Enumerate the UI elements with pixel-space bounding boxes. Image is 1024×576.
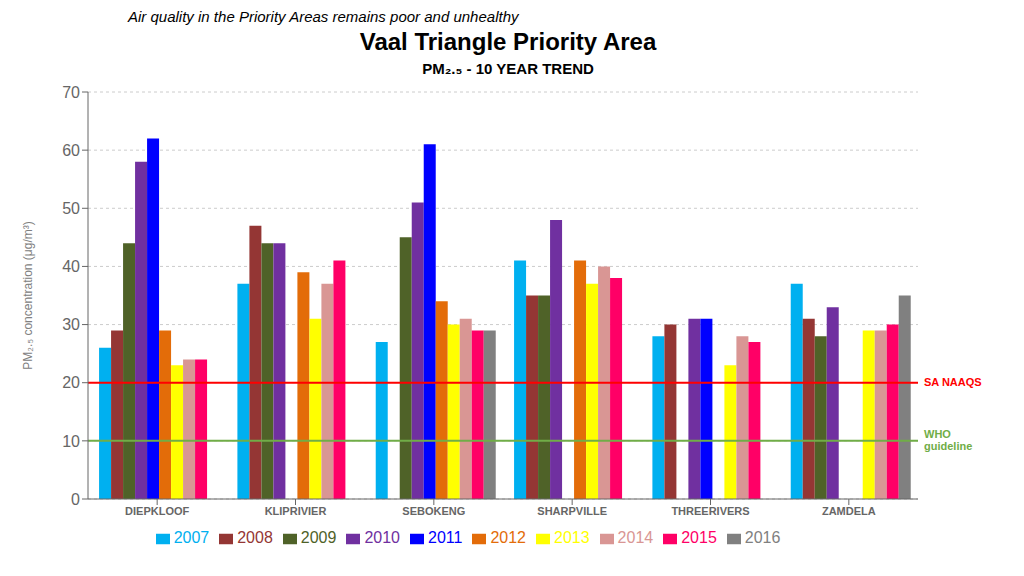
html-text:2015: 2015 (681, 529, 717, 546)
html-text:2014: 2014 (617, 529, 654, 546)
svg-text:10: 10 (62, 433, 80, 450)
svg-text:SEBOKENG: SEBOKENG (402, 505, 465, 517)
svg-text:ZAMDELA: ZAMDELA (822, 505, 876, 517)
svg-text:50: 50 (62, 200, 80, 217)
svg-text:WHOguideline: WHOguideline (924, 428, 972, 452)
html-text:Air quality in the Priority Ar: Air quality in the Priority Areas remain… (128, 8, 519, 25)
html-text:2008: 2008 (237, 529, 273, 546)
html-text:PM₂.₅ - 10 YEAR TREND: PM₂.₅ - 10 YEAR TREND (422, 60, 594, 77)
html-text:Vaal Triangle Priority Area: Vaal Triangle Priority Area (359, 28, 657, 55)
svg-text:PM₂.₅ concentration (μg/m³): PM₂.₅ concentration (μg/m³) (21, 221, 35, 369)
html-text:2013: 2013 (554, 529, 590, 546)
svg-text:KLIPRIVIER: KLIPRIVIER (265, 505, 327, 517)
html-text:2009: 2009 (300, 529, 337, 546)
svg-text:SHARPVILLE: SHARPVILLE (537, 505, 607, 517)
html-text:2016: 2016 (744, 529, 781, 546)
svg-text:DIEPKLOOF: DIEPKLOOF (125, 505, 189, 517)
html-text:2007: 2007 (173, 529, 210, 546)
html-text:2012: 2012 (490, 529, 526, 546)
svg-text:SA NAAQS: SA NAAQS (924, 376, 982, 388)
svg-text:70: 70 (62, 84, 80, 101)
svg-text:THREERIVERS: THREERIVERS (671, 505, 749, 517)
html-text:2010: 2010 (364, 529, 400, 546)
html-text:2011: 2011 (428, 529, 463, 546)
svg-text:20: 20 (62, 374, 80, 391)
svg-text:60: 60 (62, 142, 80, 159)
svg-text:0: 0 (71, 491, 80, 508)
svg-text:30: 30 (62, 316, 80, 333)
svg-text:40: 40 (62, 258, 80, 275)
